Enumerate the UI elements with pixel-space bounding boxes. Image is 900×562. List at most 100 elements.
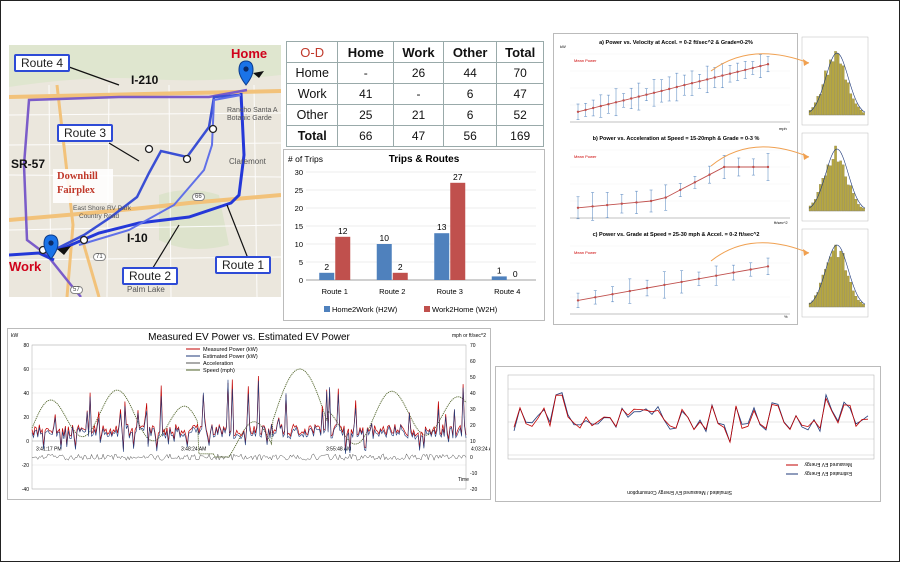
rancho-label-1: Rancho Santa A — [227, 107, 278, 114]
route4-callout: Route 4 — [14, 54, 71, 72]
subplot-c-legend: Mean Power — [574, 250, 597, 255]
table-cell: 25 — [337, 104, 395, 126]
histogram-bar — [836, 161, 840, 212]
table-cell: 21 — [393, 104, 444, 126]
histogram-bar — [824, 269, 827, 308]
subplot-c-xlabel: % — [784, 314, 788, 319]
bar-data-label: 0 — [513, 269, 518, 279]
mean-power-point — [728, 72, 732, 75]
ev-time-label: 3:55:48 AM — [326, 447, 351, 453]
histogram-bar — [824, 175, 827, 212]
histogram-bar — [854, 199, 858, 212]
table-cell: 56 — [442, 125, 498, 147]
histogram-bar — [849, 185, 853, 212]
ev-ytick-left: 40 — [23, 391, 29, 397]
mean-power-point — [611, 293, 614, 296]
series-estimated-power — [31, 379, 467, 454]
ev-ytick-right: 40 — [470, 391, 476, 397]
table-row: Home - 26 44 70 — [285, 62, 544, 84]
histograms — [801, 35, 871, 325]
histogram-bar — [854, 296, 858, 308]
histogram-bar — [834, 51, 837, 116]
table-cell: 47 — [496, 83, 544, 105]
histogram-bar — [852, 193, 855, 212]
series-speed — [31, 368, 467, 458]
series-estimated-energy — [513, 392, 869, 443]
mean-power-point — [599, 104, 602, 108]
mean-power-point — [663, 283, 666, 287]
ev-ylabel-right: mph or ft/sec^2 — [452, 333, 486, 339]
ev-plot-frame — [31, 344, 467, 490]
bar-data-label: 13 — [437, 222, 447, 232]
bar-ytick-label: 20 — [295, 204, 303, 213]
bar-ytick-label: 5 — [299, 258, 303, 267]
bar-category-label: Route 2 — [379, 287, 405, 296]
mean-power-point — [668, 87, 671, 91]
mean-power-point — [584, 108, 587, 112]
ev-power-svg: Measured EV Power vs. Estimated EV Power… — [11, 332, 490, 493]
ev-ytick-left: 0 — [26, 439, 29, 445]
mean-power-line — [577, 63, 769, 113]
table-row: Work 41 - 6 47 — [285, 83, 544, 105]
mean-power-point — [723, 165, 726, 169]
series-measured-energy — [513, 394, 869, 444]
ev-ytick-left: -40 — [22, 487, 29, 493]
bar-data-label: 2 — [324, 262, 329, 272]
ev-ytick-right: 30 — [470, 407, 476, 413]
claremont-label: Claremont — [229, 157, 266, 166]
mean-power-point — [594, 296, 597, 299]
road-71-label: 71 — [93, 253, 106, 261]
od-row-label: Home — [285, 62, 339, 84]
ev-ytick-left: -20 — [22, 463, 29, 469]
bar-h2w — [434, 233, 450, 280]
mean-power-point — [751, 66, 754, 70]
bar-h2w — [491, 276, 507, 280]
mean-power-point — [622, 99, 625, 102]
road-57-label: 57 — [70, 286, 83, 294]
table-cell: 41 — [337, 83, 395, 105]
subplot-a-ylabel: kW — [560, 44, 566, 49]
od-row-label: Total — [285, 125, 339, 147]
energy-svg: Simulated / Measured EV Energy Consumpti… — [507, 374, 875, 495]
table-cell: - — [393, 83, 444, 105]
legend-swatch — [424, 306, 430, 312]
bar-category-label: Route 4 — [494, 287, 520, 296]
histogram-bar — [849, 93, 853, 116]
histogram-bar — [857, 204, 860, 212]
terrain-area — [9, 45, 281, 87]
ev-xlabel: Time — [458, 477, 469, 483]
bar-ytick-label: 15 — [295, 222, 303, 231]
od-col-work: Work — [393, 41, 444, 63]
table-cell: 26 — [393, 62, 444, 84]
ev-ytick-left: 20 — [23, 415, 29, 421]
histogram-bar — [859, 301, 863, 308]
table-cell: - — [337, 62, 395, 84]
subplot-a-legend: Mean Power — [574, 58, 597, 63]
mean-power-point — [737, 165, 740, 169]
od-row-label: Other — [285, 104, 339, 126]
histogram-bar — [829, 256, 832, 308]
mean-power-line — [577, 166, 768, 209]
trips-routes-chart: # of Trips Trips & Routes 0 5 10 15 20 25 30 2… — [283, 149, 545, 321]
mean-power-point — [708, 173, 711, 176]
sr57-label: SR-57 — [11, 157, 46, 171]
mean-power-point — [749, 268, 752, 271]
subplot-b-title: b) Power vs. Acceleration at Speed = 15-… — [593, 136, 760, 142]
mean-power-point — [679, 188, 682, 192]
histogram-bar — [852, 98, 855, 116]
histogram-bar — [841, 253, 845, 308]
route-spur — [9, 251, 55, 262]
bar-w2h — [450, 182, 466, 280]
subplot-b-xlabel: ft/sec^2 — [774, 220, 788, 225]
ev-ytick-left: 80 — [23, 343, 29, 349]
ev-ytick-right: -10 — [470, 471, 477, 477]
table-row: Total 66 47 56 169 — [285, 125, 544, 147]
mean-power-point — [732, 271, 735, 274]
fairplex-label-2: Fairplex — [57, 185, 95, 196]
histogram-bar — [859, 109, 863, 116]
energy-title: Simulated / Measured EV Energy Consumpti… — [627, 489, 732, 495]
subplot-c-title: c) Power vs. Grade at Speed = 25-30 mph … — [593, 232, 760, 238]
mean-power-point — [766, 265, 770, 268]
ev-ytick-right: 20 — [470, 423, 476, 429]
